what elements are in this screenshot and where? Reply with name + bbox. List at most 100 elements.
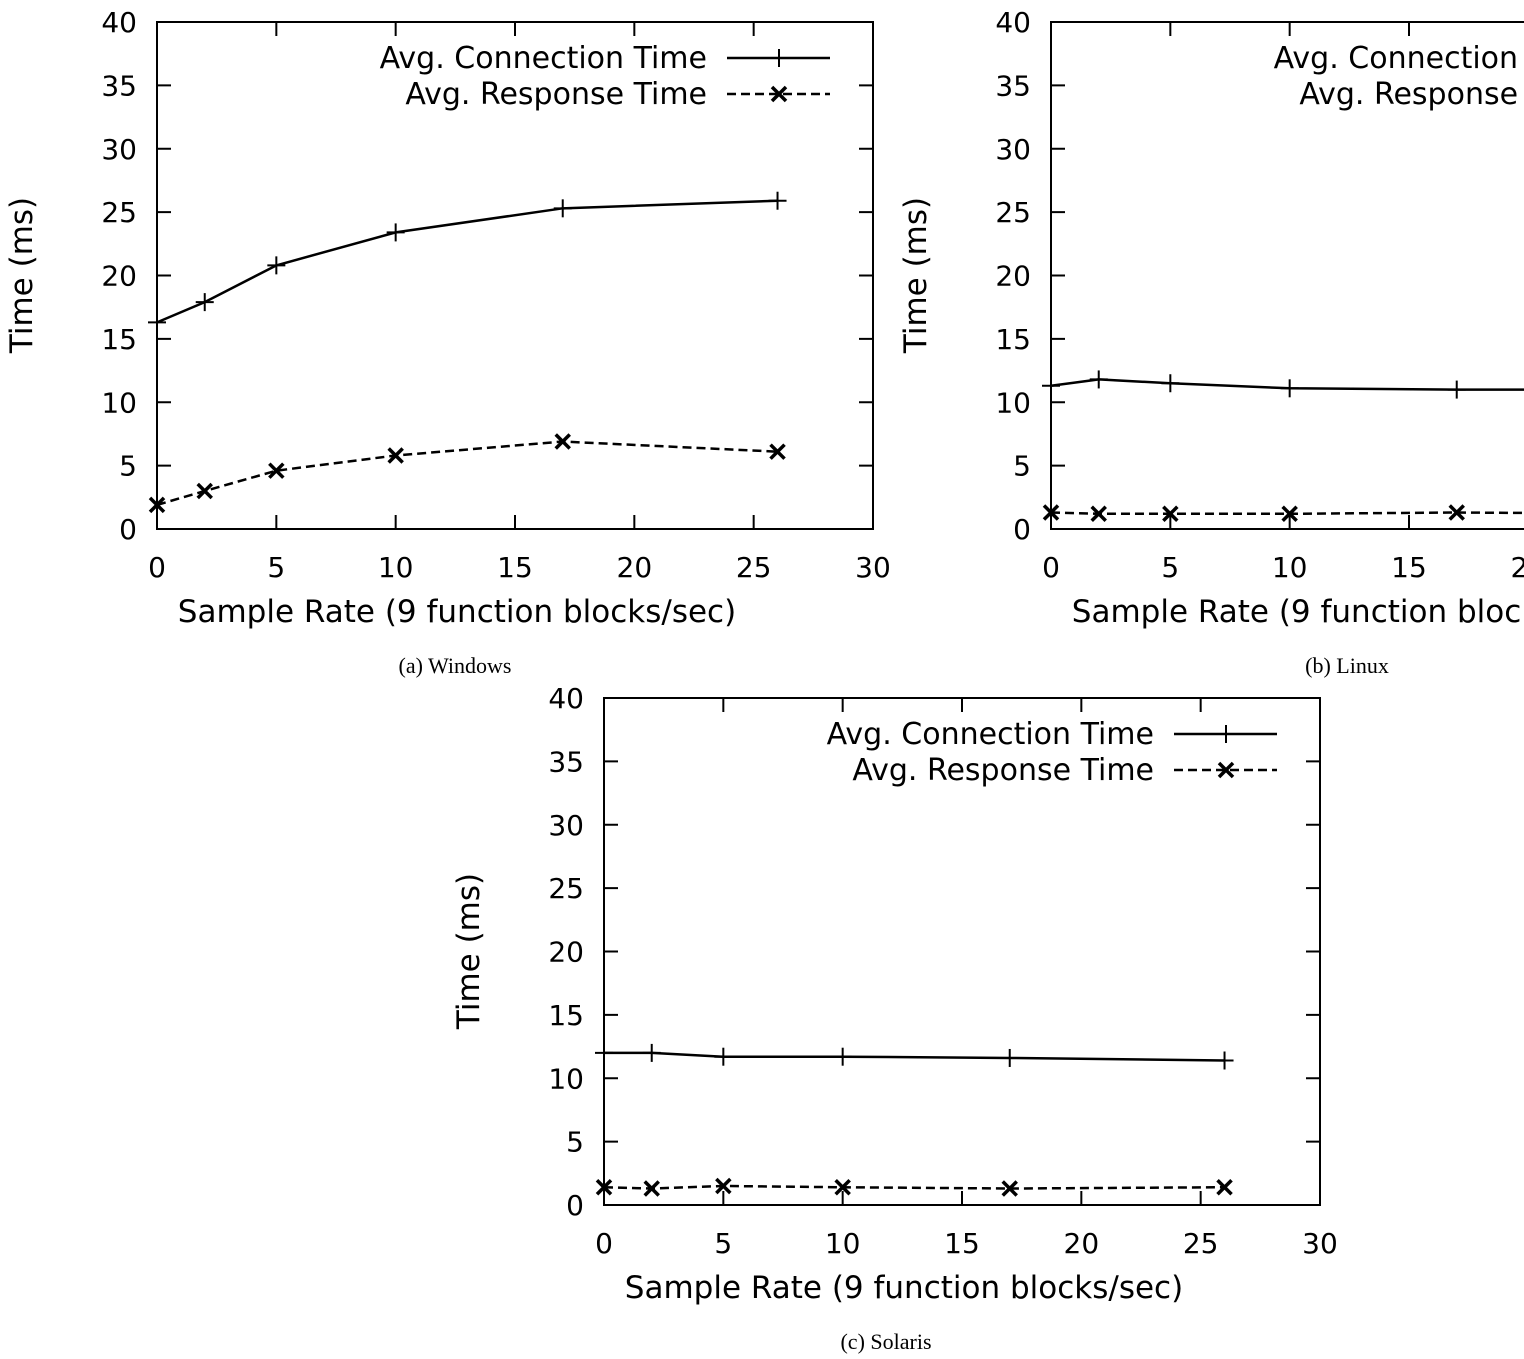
x-axis-label: Sample Rate (9 function blocks/sec) [178,594,736,630]
data-point-connection [1000,1048,1019,1067]
y-tick-label: 10 [548,1062,584,1095]
x-tick-label: 5 [714,1227,732,1260]
x-tick-label: 25 [1183,1227,1219,1260]
x-axis-label: Sample Rate (9 function blocks/sec) [625,1270,1183,1306]
x-tick-label: 5 [1161,551,1179,584]
x-tick-label: 20 [1511,551,1524,584]
data-point-response-b [1216,1179,1233,1196]
data-point-connection [1089,370,1108,389]
y-tick-label: 15 [995,323,1031,356]
data-point-response-b [1281,505,1298,523]
x-tick-label: 15 [944,1227,980,1260]
data-point-response [643,1180,660,1197]
chart-windows: 0 5 10 15 20 25 30 35 40 0 5 10 15 20 25 30 Sample Rate … [4,6,891,630]
legend-marker [1217,725,1235,743]
legend-marker [770,85,788,103]
y-tick-label: 15 [101,323,137,356]
legend-label: Avg. Response Time [1299,77,1524,112]
caption-windows: (a) Windows [398,653,512,678]
y-tick-label: 30 [101,133,137,166]
data-point-connection [1280,379,1299,398]
x-tick-label: 30 [855,551,891,584]
legend-marker [1217,761,1235,779]
data-point-connection [768,191,787,210]
data-point-response-b [1090,505,1107,523]
data-point-connection [148,313,166,332]
data-point-response [268,462,285,479]
data-point-response [715,1177,732,1195]
y-tick-label: 0 [566,1189,584,1222]
data-point-response [1001,1180,1018,1197]
y-tick-label: 0 [119,513,137,546]
data-point-response [554,433,571,450]
x-tick-label: 25 [736,551,772,584]
data-point-response [769,443,786,460]
data-point-connection [553,199,572,218]
data-point-connection [1447,380,1466,399]
data-point-response [387,447,404,464]
x-axis-label: Sample Rate (9 function blocks/sec) [1072,594,1524,630]
data-point-connection [1042,376,1060,395]
legend-marker-b [1217,761,1235,779]
y-tick-label: 10 [995,386,1031,419]
y-tick-label: 5 [119,450,137,483]
data-point-response [595,1179,613,1196]
data-point-response-b [769,443,786,460]
series-line-connection [604,1051,1225,1062]
data-point-response-b [196,482,213,500]
x-tick-label: 0 [595,1227,613,1260]
data-point-response [1448,504,1465,521]
data-point-response-b [387,447,404,464]
data-point-response [1090,505,1107,523]
y-tick-label: 30 [995,133,1031,166]
series-line-response [603,1184,1225,1190]
x-tick-label: 15 [497,551,533,584]
data-point-response [834,1179,851,1196]
y-tick-label: 25 [101,196,137,229]
series-line-response [1050,511,1524,516]
y-tick-label: 20 [101,260,137,293]
data-point-response [148,496,166,514]
legend-label: Avg. Connection Time [827,717,1154,752]
data-point-response-b [834,1179,851,1196]
data-point-response-b [148,496,166,514]
series-line-connection [156,199,778,324]
data-point-response [196,482,213,500]
data-point-response-b [1162,505,1179,523]
data-point-response [1162,505,1179,523]
data-point-connection [642,1043,661,1062]
x-tick-label: 10 [378,551,414,584]
y-axis-label: Time (ms) [4,197,40,354]
y-tick-label: 5 [1013,450,1031,483]
y-tick-label: 20 [995,260,1031,293]
y-tick-label: 10 [101,386,137,419]
y-axis-label: Time (ms) [451,873,487,1030]
x-tick-label: 30 [1302,1227,1338,1260]
y-tick-label: 35 [101,69,137,102]
data-point-connection [1161,374,1180,393]
x-tick-label: 5 [267,551,285,584]
data-point-response-b [554,433,571,450]
y-tick-label: 40 [548,682,584,715]
data-point-connection [386,223,405,242]
x-tick-label: 15 [1391,551,1427,584]
y-tick-label: 25 [548,872,584,905]
data-point-response-b [643,1180,660,1197]
y-tick-label: 35 [995,69,1031,102]
legend-label: Avg. Response Time [852,753,1154,788]
y-tick-label: 20 [548,936,584,969]
x-tick-label: 20 [1064,1227,1100,1260]
data-point-connection [267,256,286,275]
y-tick-label: 15 [548,999,584,1032]
data-point-connection [595,1043,613,1062]
legend-marker [770,49,788,67]
y-tick-label: 30 [548,809,584,842]
legend-marker-b [770,85,788,103]
data-point-connection [195,293,214,312]
data-point-response-b [715,1177,732,1195]
data-point-response [1216,1179,1233,1196]
data-point-response-b [268,462,285,479]
